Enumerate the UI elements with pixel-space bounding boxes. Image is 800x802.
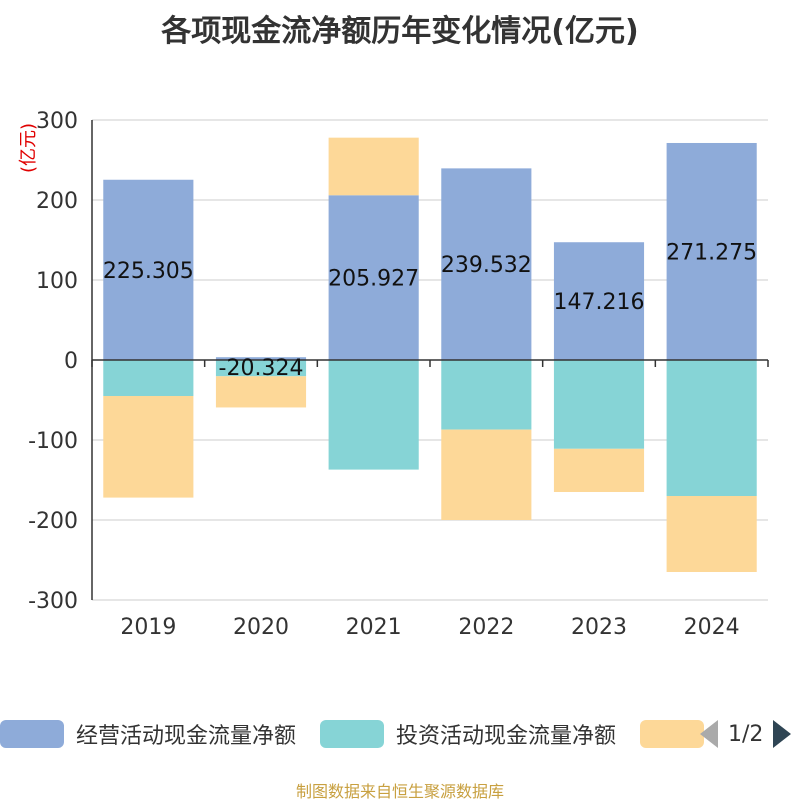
legend-swatch-third xyxy=(640,720,704,748)
legend-item-operating[interactable]: 经营活动现金流量净额 xyxy=(0,716,296,752)
bar-series2-2019 xyxy=(103,360,194,396)
y-tick-label: -100 xyxy=(28,429,78,454)
y-tick-label: 300 xyxy=(36,109,78,134)
x-tick-label: 2021 xyxy=(346,615,402,640)
pager-prev-icon[interactable] xyxy=(700,720,718,748)
source-note: 制图数据来自恒生聚源数据库 xyxy=(295,782,504,801)
y-tick-label: -300 xyxy=(28,589,78,614)
data-label: 205.927 xyxy=(328,267,419,292)
legend-pager: 1/2 xyxy=(700,716,792,752)
data-label: 271.275 xyxy=(666,240,757,265)
bar-series3-2023 xyxy=(553,448,645,492)
bar-series3-2021 xyxy=(328,137,419,196)
pager-next-icon[interactable] xyxy=(773,720,792,748)
bar-series2-2023 xyxy=(553,360,645,449)
bar-series2-2022 xyxy=(441,360,532,430)
legend-label-operating: 经营活动现金流量净额 xyxy=(76,724,297,749)
y-tick-label: 0 xyxy=(64,349,78,374)
pager-page-text: 1/2 xyxy=(728,721,764,747)
bar-series2-2024 xyxy=(666,360,757,496)
bar-series1-2024 xyxy=(666,142,757,360)
data-label: 239.532 xyxy=(441,253,532,278)
y-tick-label: 200 xyxy=(36,189,78,214)
y-tick-label: -200 xyxy=(28,509,78,534)
x-tick-label: 2024 xyxy=(684,615,740,640)
legend-label-investing: 投资活动现金流量净额 xyxy=(396,724,617,749)
legend: 经营活动现金流量净额 投资活动现金流量净额 xyxy=(0,716,800,756)
bar-series1-2023 xyxy=(553,242,645,360)
legend-swatch-investing xyxy=(320,720,384,748)
legend-item-third[interactable] xyxy=(640,716,704,752)
chart-title: 各项现金流净额历年变化情况(亿元) xyxy=(161,14,639,49)
bar-series1-2020 xyxy=(215,357,307,360)
data-label: 225.305 xyxy=(103,259,194,284)
legend-swatch-operating xyxy=(0,720,64,748)
data-label: -20.324 xyxy=(219,356,304,381)
bar-series1-2019 xyxy=(103,179,194,360)
x-tick-label: 2022 xyxy=(458,615,514,640)
bar-series1-2021 xyxy=(328,195,419,360)
data-label: 147.216 xyxy=(554,290,645,315)
y-axis-unit: (亿元) xyxy=(18,123,39,173)
bar-series1-2022 xyxy=(441,168,532,360)
y-tick-label: 100 xyxy=(36,269,78,294)
bar-series3-2019 xyxy=(103,396,194,498)
x-tick-label: 2023 xyxy=(571,615,627,640)
legend-item-investing[interactable]: 投资活动现金流量净额 xyxy=(320,716,616,752)
bar-series3-2022 xyxy=(441,429,532,520)
bar-series2-2021 xyxy=(328,360,419,470)
x-tick-label: 2020 xyxy=(233,615,289,640)
bar-series3-2024 xyxy=(666,496,757,572)
x-tick-label: 2019 xyxy=(120,615,176,640)
bar-chart: 300 200 100 0 -100 -200 -300 (亿元) 2019 2020 2021 20… xyxy=(18,109,769,640)
bar-series2-2020 xyxy=(215,360,307,377)
bar-series3-2020 xyxy=(215,376,307,408)
